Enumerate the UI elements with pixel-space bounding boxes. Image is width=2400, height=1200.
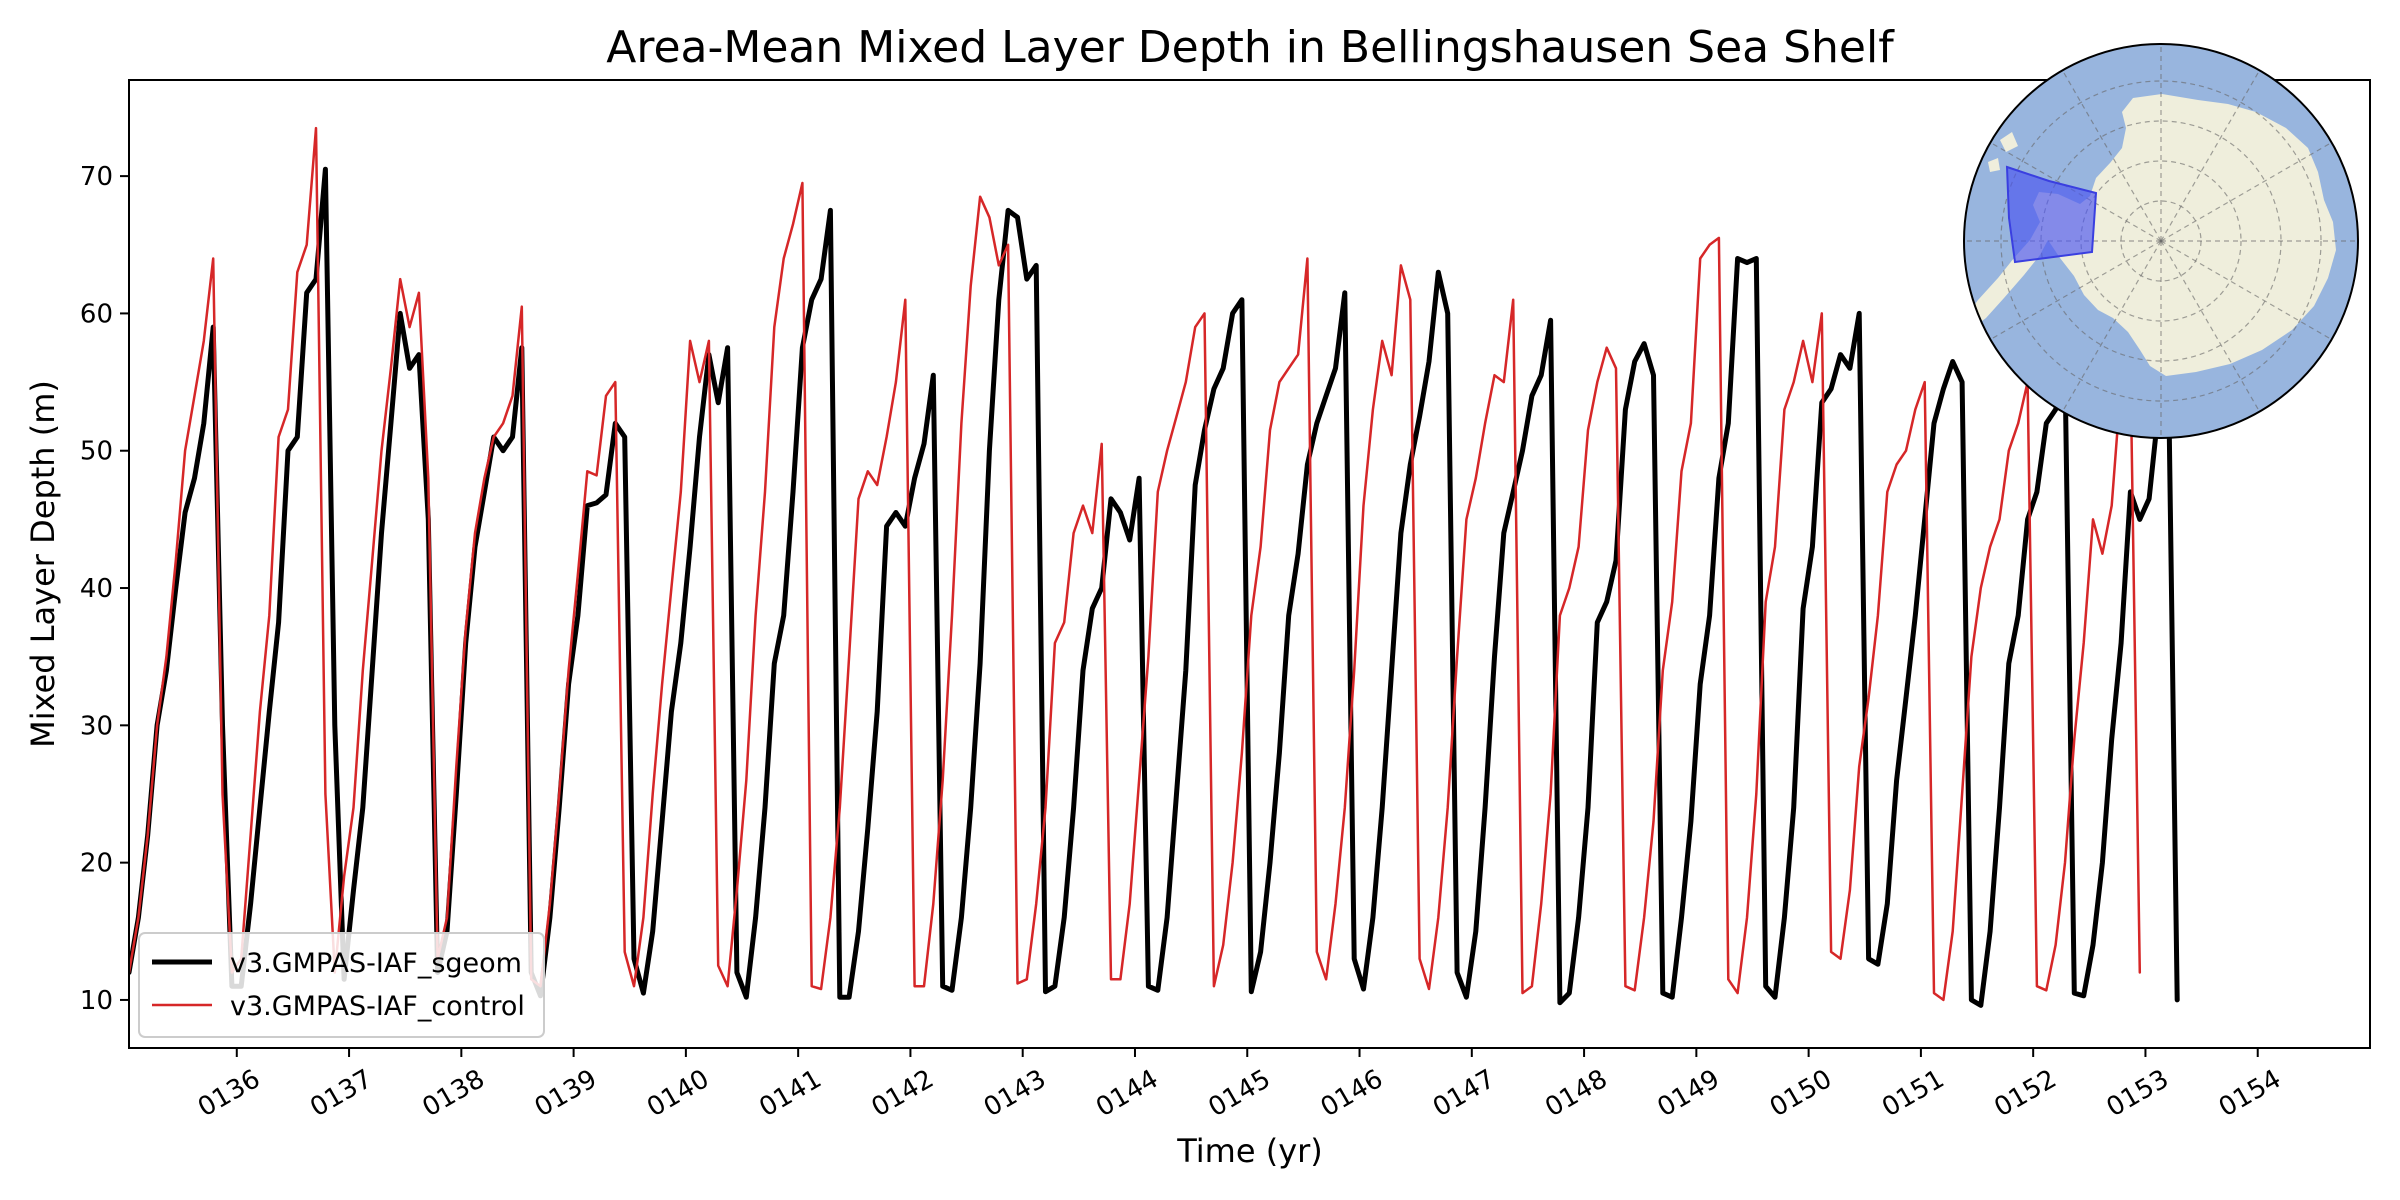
map-region-bellingshausen bbox=[2005, 165, 2098, 264]
x-tick-label: 0144 bbox=[1091, 1064, 1163, 1123]
x-tick-label: 0149 bbox=[1653, 1064, 1725, 1123]
y-tick-label: 50 bbox=[80, 437, 113, 467]
x-axis: 0136 0137 0138 0139 0140 0141 0142 0143 0144 0145… bbox=[193, 1048, 2286, 1123]
inset-map bbox=[1963, 43, 2359, 439]
map-graticule bbox=[1964, 44, 2358, 438]
y-tick-label: 10 bbox=[80, 986, 113, 1016]
x-tick-label: 0139 bbox=[530, 1064, 602, 1123]
x-tick-label: 0138 bbox=[418, 1064, 490, 1123]
map-island-2 bbox=[1988, 158, 2000, 172]
x-tick-label: 0150 bbox=[1765, 1064, 1837, 1123]
map-outline bbox=[1963, 43, 2359, 439]
y-axis-label: Mixed Layer Depth (m) bbox=[24, 380, 62, 748]
legend-label-control: v3.GMPAS-IAF_control bbox=[230, 991, 525, 1022]
plot-frame bbox=[128, 79, 2371, 1049]
x-axis-label: Time (yr) bbox=[1176, 1132, 1323, 1170]
x-tick-label: 0142 bbox=[867, 1064, 939, 1123]
x-tick-label: 0141 bbox=[754, 1064, 826, 1123]
chart-title: Area-Mean Mixed Layer Depth in Bellingsh… bbox=[606, 22, 1895, 73]
x-tick-label: 0147 bbox=[1428, 1064, 1500, 1123]
x-tick-label: 0148 bbox=[1540, 1064, 1612, 1123]
series-layer bbox=[129, 126, 2180, 1008]
x-tick-label: 0152 bbox=[1989, 1064, 2061, 1123]
x-tick-label: 0145 bbox=[1203, 1064, 1275, 1123]
x-tick-label: 0151 bbox=[1877, 1064, 1949, 1123]
x-tick-label: 0137 bbox=[305, 1064, 377, 1123]
legend: v3.GMPAS-IAF_sgeom v3.GMPAS-IAF_control bbox=[138, 932, 545, 1038]
y-tick-label: 70 bbox=[80, 162, 113, 192]
y-axis: 10 20 30 40 50 60 70 bbox=[80, 162, 129, 1016]
x-tick-label: 0154 bbox=[2214, 1064, 2286, 1123]
y-tick-label: 20 bbox=[80, 849, 113, 879]
y-tick-label: 60 bbox=[80, 299, 113, 329]
legend-label-sgeom: v3.GMPAS-IAF_sgeom bbox=[230, 948, 522, 979]
x-tick-label: 0136 bbox=[193, 1064, 265, 1123]
y-tick-label: 40 bbox=[80, 574, 113, 604]
x-tick-label: 0153 bbox=[2102, 1064, 2174, 1123]
series-line-control bbox=[129, 126, 2142, 1002]
x-tick-label: 0140 bbox=[642, 1064, 714, 1123]
legend-box bbox=[138, 932, 545, 1038]
series-line-sgeom bbox=[129, 166, 2180, 1008]
x-tick-label: 0146 bbox=[1316, 1064, 1388, 1123]
x-tick-label: 0143 bbox=[979, 1064, 1051, 1123]
map-antarctica-landmass bbox=[2033, 94, 2336, 376]
plot-area bbox=[129, 126, 2180, 1008]
map-island-1 bbox=[2000, 132, 2018, 152]
y-tick-label: 30 bbox=[80, 711, 113, 741]
